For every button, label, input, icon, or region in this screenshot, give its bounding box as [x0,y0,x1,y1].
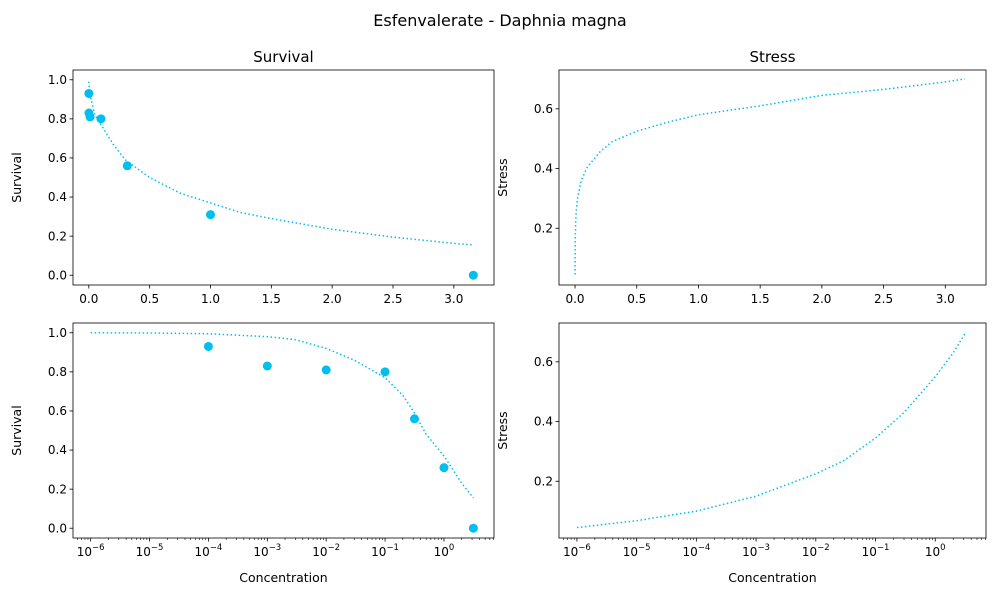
x-tick-exponent: −6 [578,543,591,553]
y-axis-label: Stress [495,411,510,449]
y-tick-label: 1.0 [48,73,67,87]
x-tick-label: 3.0 [444,292,463,306]
data-point [321,365,331,375]
x-tick-exponent: 0 [940,543,945,553]
x-tick-label: 10−1 [371,543,399,559]
y-tick-label: 0.4 [534,415,553,429]
x-tick-exponent: −2 [817,543,830,553]
y-tick-label: 0.0 [48,521,67,535]
y-axis-label: Stress [495,158,510,196]
x-tick-exponent: −4 [698,543,711,553]
data-point [409,414,419,424]
x-tick-label: 2.0 [323,292,342,306]
model-curve [574,78,966,275]
x-tick-label: 0.0 [79,292,98,306]
data-point [205,210,215,220]
data-point [262,361,272,371]
x-tick-label: 1.5 [262,292,281,306]
x-tick-label: 10−3 [742,543,770,559]
y-tick-label: 1.0 [48,326,67,340]
model-curve [90,332,474,499]
plot-frame [72,69,495,286]
y-tick-label: 0.2 [534,221,553,235]
y-tick-label: 0.6 [534,102,553,116]
x-tick-label: 10−4 [195,543,223,559]
x-axis-label: Concentration [239,570,327,585]
x-tick-label: 10−4 [682,543,710,559]
x-tick-label: 1.0 [689,292,708,306]
plot-frame [558,322,987,539]
x-tick-exponent: −4 [210,543,223,553]
data-point [380,367,390,377]
axes-title: Stress [749,48,795,66]
y-tick-label: 0.4 [48,190,67,204]
plot-frame [558,69,987,286]
x-tick-exponent: −3 [269,543,282,553]
data-point [468,523,478,533]
x-tick-exponent: −2 [328,543,341,553]
x-tick-label: 0.0 [565,292,584,306]
y-tick-label: 0.8 [48,365,67,379]
x-tick-label: 10−6 [563,543,591,559]
x-tick-label: 10−2 [802,543,830,559]
x-tick-label: 0.5 [140,292,159,306]
model-curve [88,81,474,246]
x-tick-exponent: −5 [638,543,651,553]
x-tick-exponent: −6 [92,543,105,553]
x-tick-label: 10−5 [623,543,651,559]
axes-bottom-left: Survival Concentration 0.0 0.2 0.4 0.6 0.8 1.0 1… [9,322,495,585]
x-tick-exponent: −5 [151,543,164,553]
model-curve [576,333,966,529]
y-tick-label: 0.6 [48,404,67,418]
data-point [439,463,449,473]
x-tick-exponent: −1 [386,543,399,553]
x-tick-exponent: −1 [877,543,890,553]
y-axis-label: Survival [9,152,24,202]
figure-suptitle: Esfenvalerate - Daphnia magna [373,11,626,30]
y-tick-label: 0.2 [48,229,67,243]
y-tick-label: 0.0 [48,268,67,282]
x-axis-label: Concentration [728,570,816,585]
data-point [84,88,94,98]
axes-top-right: Stress Stress 0.2 0.4 0.6 0.0 0.5 1.0 1.5 2.0 2.5 3… [495,48,987,306]
plot-frame [72,322,495,539]
y-tick-label: 0.8 [48,112,67,126]
x-tick-label: 10−1 [862,543,890,559]
x-tick-label: 2.0 [812,292,831,306]
x-tick-label: 3.0 [936,292,955,306]
y-tick-label: 0.6 [48,151,67,165]
y-tick-label: 0.6 [534,355,553,369]
x-tick-exponent: 0 [449,543,454,553]
x-tick-label: 0.5 [627,292,646,306]
y-tick-label: 0.4 [48,443,67,457]
x-tick-label: 100 [925,543,946,559]
x-tick-label: 10−5 [136,543,164,559]
y-tick-label: 0.2 [534,474,553,488]
data-point [85,112,95,122]
data-point [468,270,478,280]
x-tick-label: 100 [434,543,455,559]
x-tick-label: 2.5 [874,292,893,306]
y-tick-label: 0.4 [534,162,553,176]
data-point [203,341,213,351]
axes-bottom-right: Stress Concentration 0.2 0.4 0.6 10−6 10−5 10−4… [495,322,987,585]
x-tick-label: 10−2 [312,543,340,559]
x-tick-label: 1.0 [201,292,220,306]
y-axis-label: Survival [9,405,24,455]
x-tick-label: 2.5 [383,292,402,306]
axes-top-left: Survival Survival 0.0 0.2 0.4 0.6 0.8 1.0 0.0 0.5… [9,48,495,306]
x-tick-exponent: −3 [757,543,770,553]
data-point [96,114,106,124]
x-tick-label: 10−3 [253,543,281,559]
axes-title: Survival [253,48,313,66]
x-tick-label: 1.5 [751,292,770,306]
data-point [122,161,132,171]
x-tick-label: 10−6 [77,543,105,559]
y-tick-label: 0.2 [48,482,67,496]
